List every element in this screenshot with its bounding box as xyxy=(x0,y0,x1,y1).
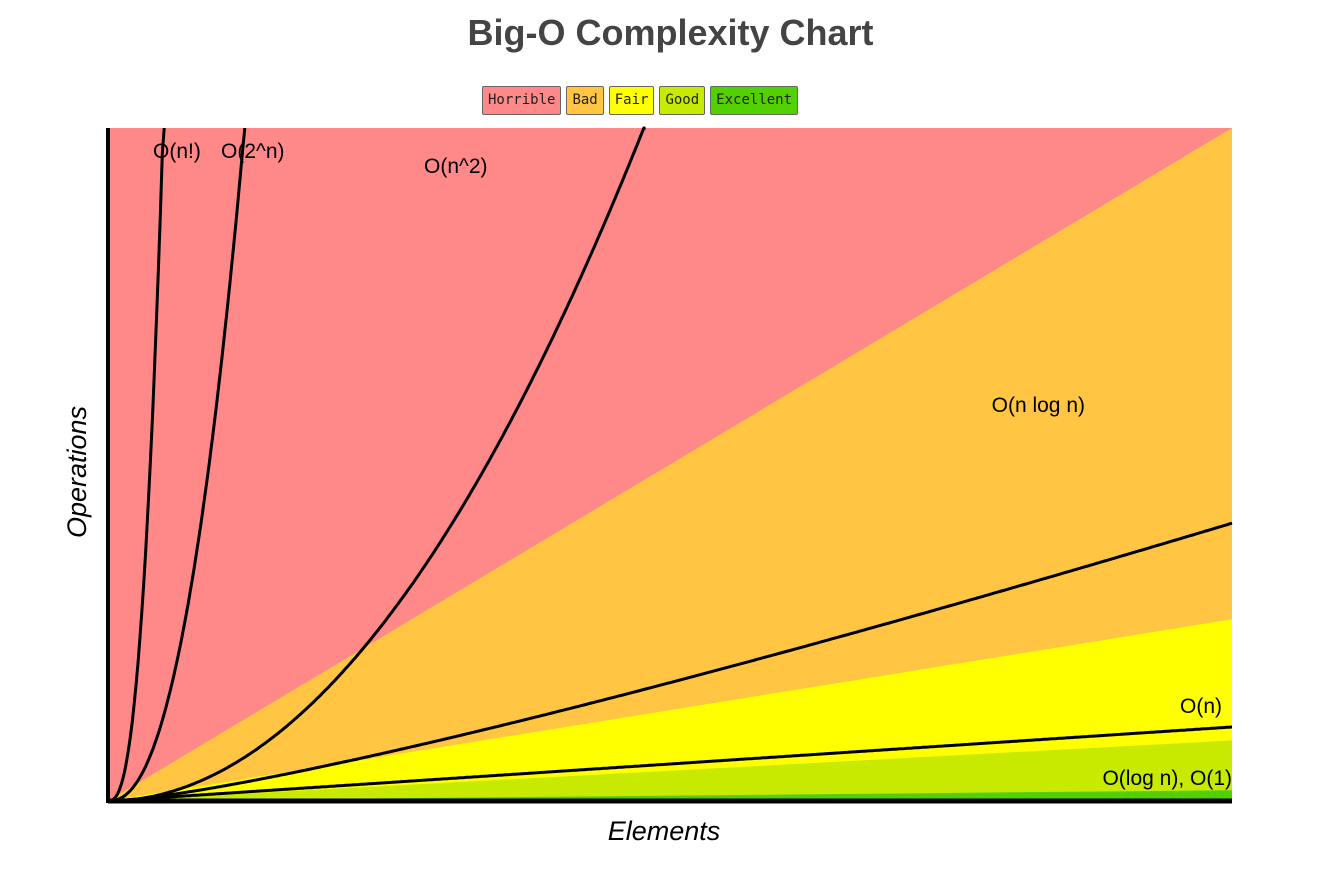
region-excellent xyxy=(108,790,1232,801)
series-line-linear xyxy=(107,725,1233,803)
legend-item-bad: Bad xyxy=(566,86,604,115)
series-line-nlogn xyxy=(108,521,1233,803)
region-bad xyxy=(108,128,1232,801)
series-label-linear: O(n) xyxy=(1180,695,1222,718)
y-axis-label: Operations xyxy=(62,406,92,538)
series-line-quadratic xyxy=(108,126,646,803)
series-label-nlogn: O(n log n) xyxy=(992,394,1085,417)
series-label-exponential: O(2^n) xyxy=(221,140,285,163)
region-layer xyxy=(108,128,1232,801)
x-axis-label: Elements xyxy=(608,816,721,846)
curve-label-layer: O(n!) O(2^n) O(n^2) O(n log n) O(n) O(log n),… xyxy=(153,140,1232,790)
series-line-factorial xyxy=(107,127,166,803)
legend-item-fair: Fair xyxy=(608,86,655,115)
legend-item-good: Good xyxy=(659,86,706,115)
legend-item-excellent: Excellent xyxy=(710,86,799,115)
region-good xyxy=(108,740,1232,801)
series-line-exponential xyxy=(108,127,247,803)
series-label-factorial: O(n!) xyxy=(153,140,201,163)
chart-title: Big-O Complexity Chart xyxy=(467,12,874,53)
series-label-constant: O(log n), O(1) xyxy=(1102,767,1232,790)
series-label-quadratic: O(n^2) xyxy=(424,155,488,178)
legend: Horrible Bad Fair Good Excellent xyxy=(482,86,799,115)
legend-item-horrible: Horrible xyxy=(482,86,562,115)
